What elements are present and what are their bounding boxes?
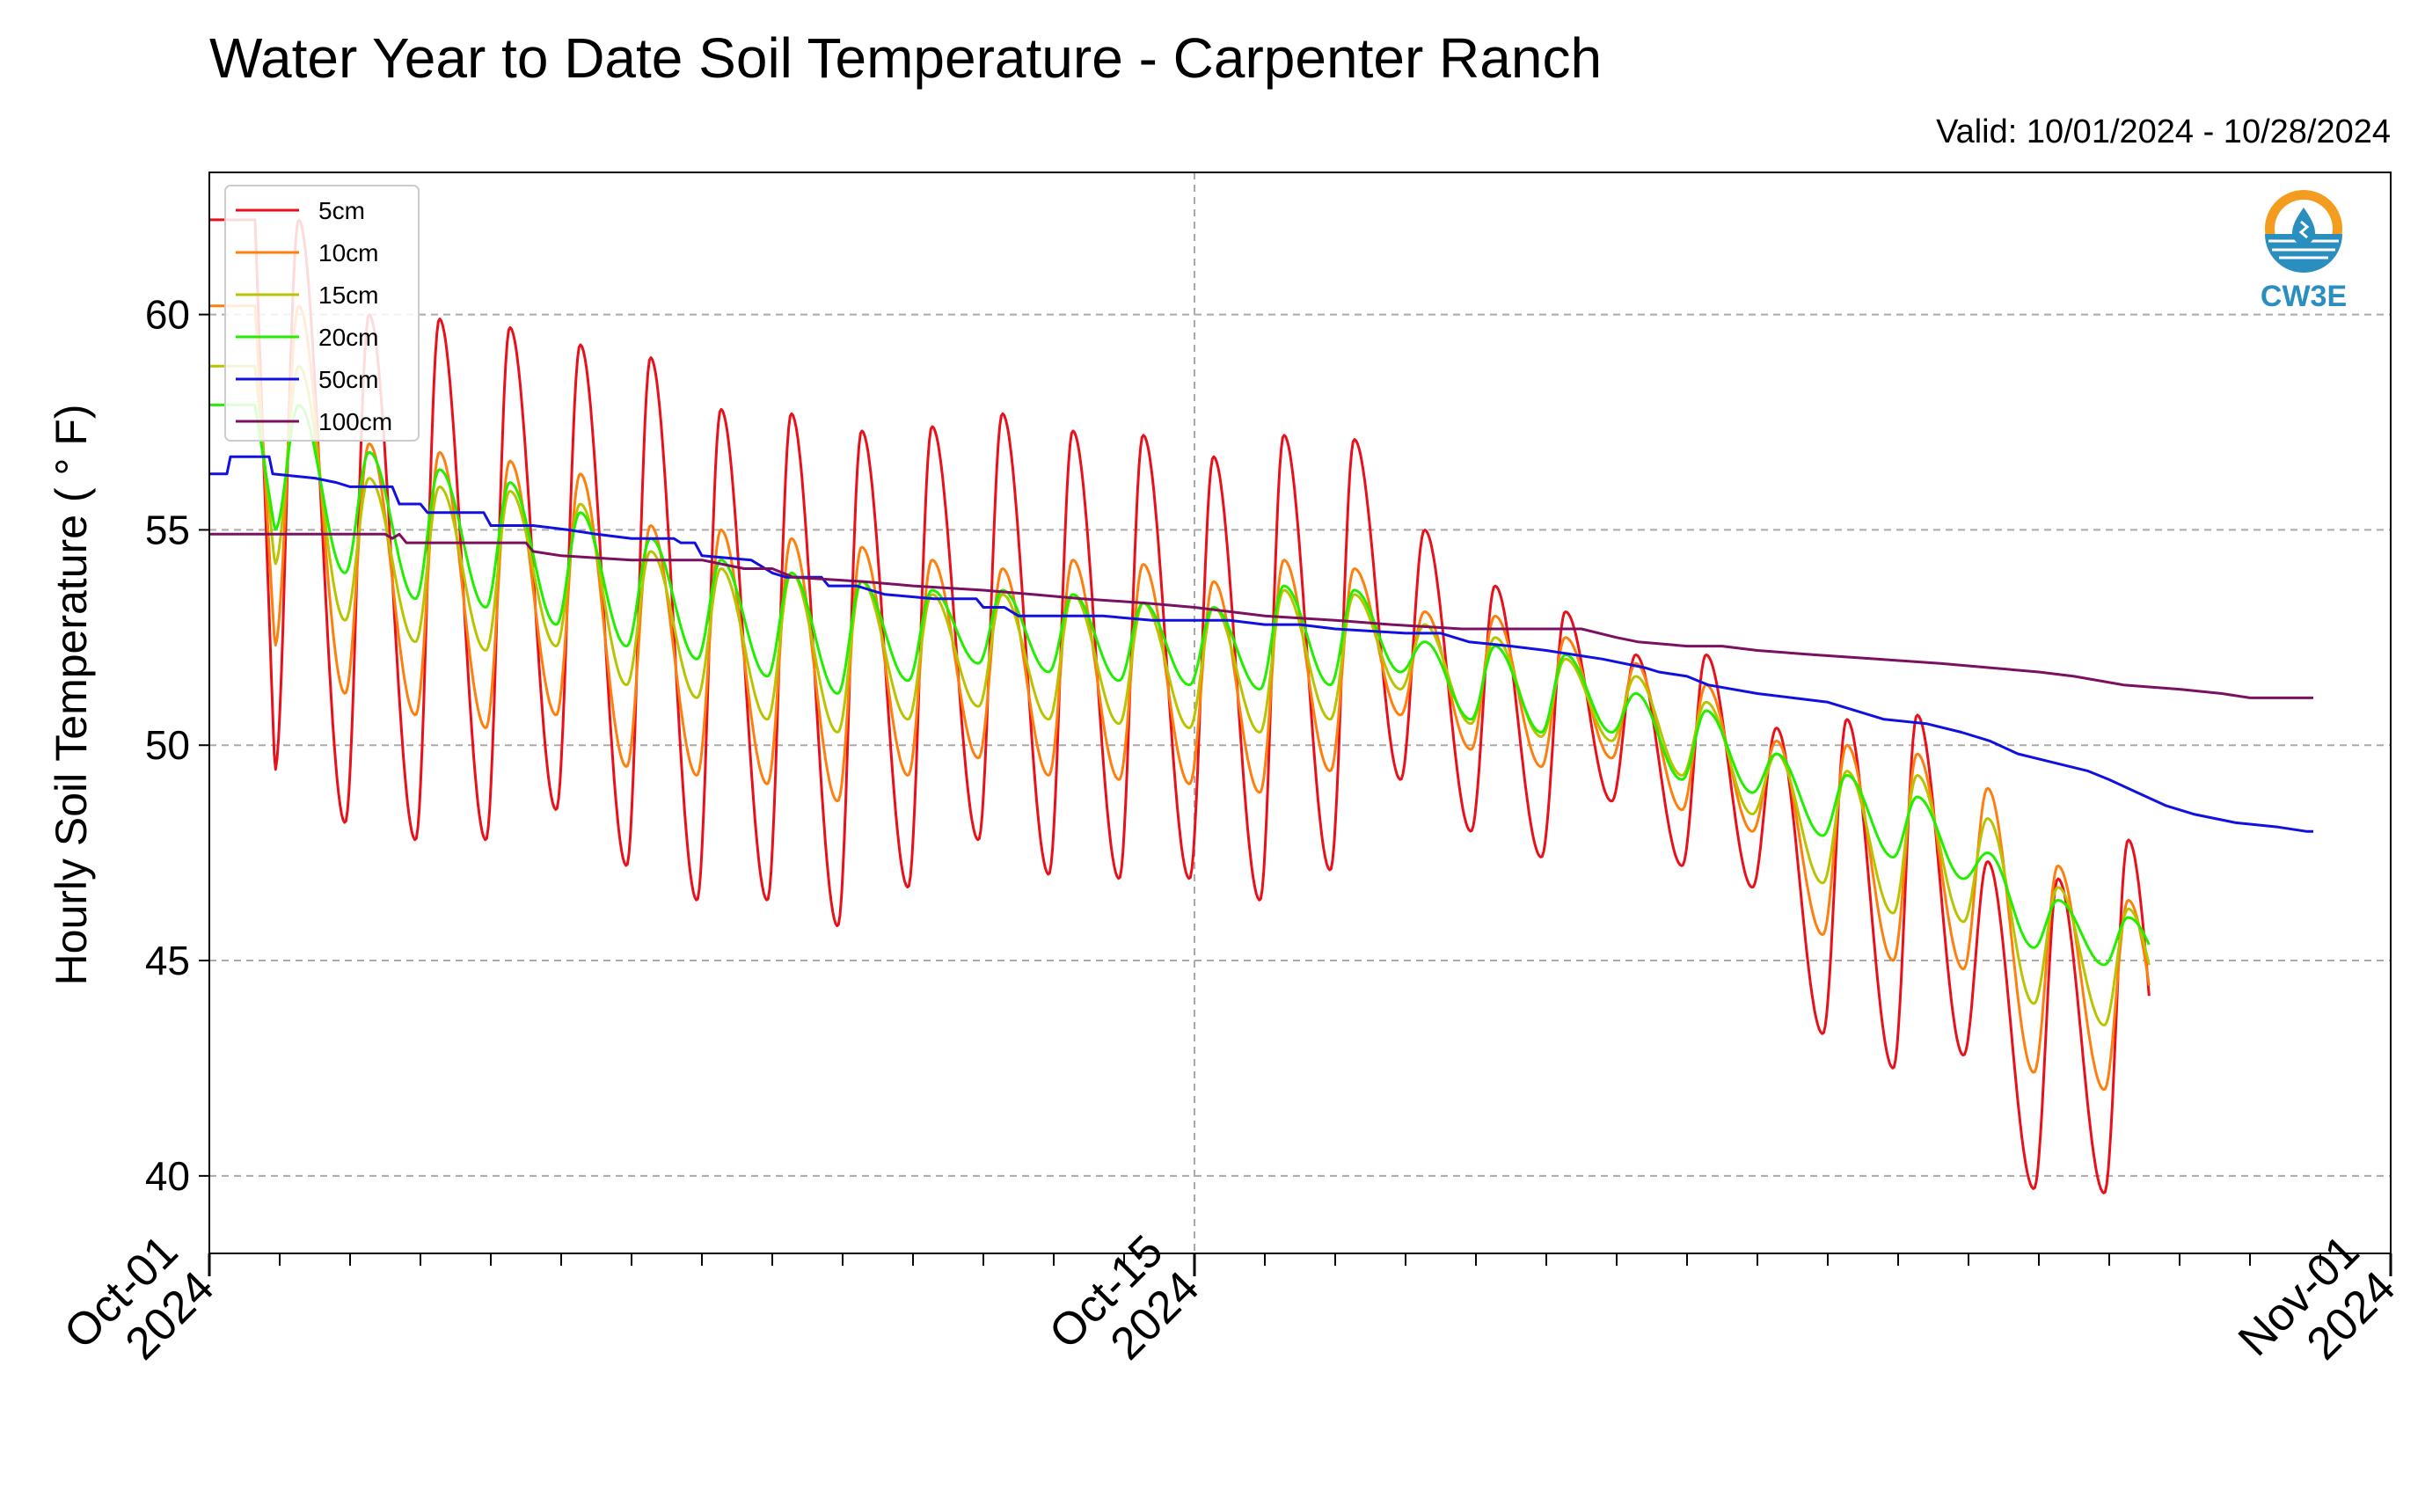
legend-label-20cm: 20cm [318,324,378,351]
y-tick-label: 50 [145,722,190,768]
series-line-100cm [209,532,2313,699]
chart-title: Water Year to Date Soil Temperature - Ca… [209,26,1602,90]
legend-label-5cm: 5cm [318,197,365,224]
legend-label-50cm: 50cm [318,366,378,393]
y-axis-label: Hourly Soil Temperature ( ° F) [47,405,96,986]
legend-label-100cm: 100cm [318,408,392,435]
legend-box [224,185,420,442]
series-line-50cm [209,455,2313,833]
y-tick-label: 45 [145,938,190,983]
legend-label-10cm: 10cm [318,239,378,267]
chart-legend: 5cm 10cm 15cm 20cm 50cm 100cm [224,185,420,442]
logo-drop-icon [2292,208,2315,245]
y-tick-label: 60 [145,292,190,338]
logo-text: CW3E [2261,280,2347,313]
cw3e-logo: CW3E [2261,190,2347,313]
logo-wave-icon [2265,234,2342,273]
series-lines [209,218,2313,1194]
series-line-20cm [209,403,2151,967]
series-line-5cm [209,218,2151,1194]
gridlines [209,172,2391,1253]
y-tick-label: 40 [145,1153,190,1199]
legend-label-15cm: 15cm [318,281,378,309]
plot-frame [208,172,2392,1254]
y-tick-label: 55 [145,507,190,552]
chart-subtitle: Valid: 10/01/2024 - 10/28/2024 [1936,113,2391,150]
series-line-10cm [209,304,2151,1092]
